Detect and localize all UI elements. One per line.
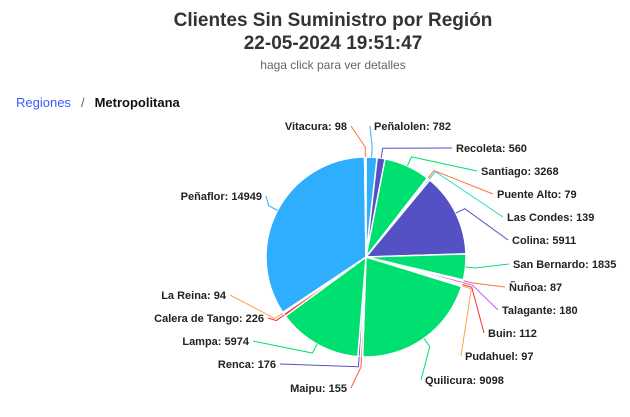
leader-line (463, 280, 506, 288)
title-text: Clientes Sin Suministro por Región (173, 10, 493, 31)
leader-line (267, 314, 285, 322)
leader-line (265, 195, 278, 211)
leader-line (462, 281, 499, 311)
pie-slice-colina[interactable] (364, 178, 467, 258)
slice-label: Pudahuel: 97 (465, 351, 533, 363)
leader-line (465, 263, 510, 269)
slice-label: Lampa: 5974 (182, 336, 250, 348)
leader-line (369, 125, 373, 158)
leader-line (455, 208, 509, 241)
slice-label: Talagante: 180 (502, 305, 578, 317)
slice-label: Renca: 176 (218, 359, 276, 371)
slice-label: Colina: 5911 (512, 235, 576, 247)
slice-label: San Bernardo: 1835 (513, 259, 616, 271)
pie-slice-peñaflor[interactable] (265, 156, 367, 314)
leader-line (350, 125, 366, 158)
pie-slice-vitacura[interactable] (363, 156, 367, 258)
breadcrumb-separator: / (80, 95, 85, 110)
slice-label: Recoleta: 560 (456, 143, 527, 155)
breadcrumb-current: Metropolitana (94, 95, 180, 110)
leader-line (279, 356, 360, 368)
leader-line (380, 147, 453, 159)
slice-label: La Reina: 94 (161, 290, 227, 302)
leader-line (229, 294, 284, 320)
leader-line (427, 169, 494, 195)
leader-line (420, 338, 431, 381)
breadcrumb-regiones-link[interactable]: Regiones (16, 95, 71, 110)
slice-label: Buin: 112 (488, 328, 537, 340)
slice-label: Las Condes: 139 (507, 212, 594, 224)
slice-label: Quilicura: 9098 (425, 375, 504, 387)
leader-line (252, 340, 318, 354)
leader-line (406, 156, 478, 172)
pie-slice-lampa[interactable] (284, 255, 367, 358)
slice-label: Calera de Tango: 226 (154, 313, 264, 325)
slice-label: Puente Alto: 79 (497, 189, 577, 201)
chart-title: Clientes Sin Suministro por Región 22-05… (18, 9, 630, 55)
slice-label: Peñalolen: 782 (374, 121, 451, 133)
slice-label: Peñaflor: 14949 (181, 191, 262, 203)
chart-hint: haga click para ver detalles (260, 58, 406, 72)
slice-label: Maipu: 155 (290, 383, 347, 395)
slice-label: Ñuñoa: 87 (509, 281, 562, 294)
leader-line (462, 284, 485, 334)
leader-line (428, 170, 504, 218)
slice-label: Santiago: 3268 (481, 166, 559, 178)
breadcrumb: Regiones / Metropolitana (16, 95, 180, 110)
slice-label: Vitacura: 98 (285, 121, 347, 133)
leader-line (460, 285, 472, 357)
chart-datetime: 22-05-2024 19:51:47 (243, 33, 423, 54)
leader-line (350, 356, 362, 389)
